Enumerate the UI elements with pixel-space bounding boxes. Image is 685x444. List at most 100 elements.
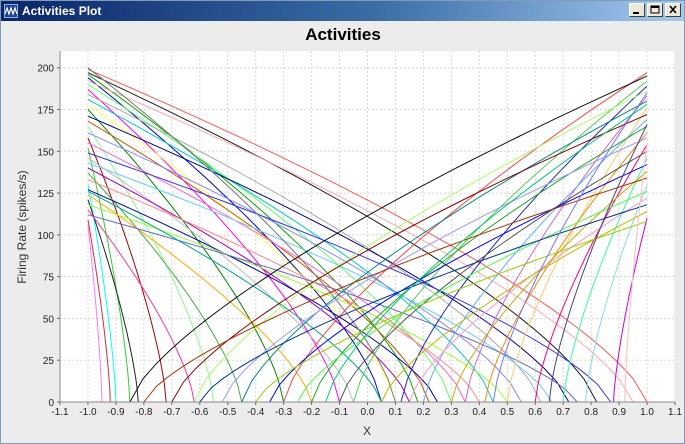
series-group: [87, 67, 648, 403]
series-line-5: [87, 83, 452, 403]
series-line-31: [87, 219, 111, 403]
series-line-1: [87, 72, 598, 403]
x-tick-label: 0.9: [612, 407, 626, 418]
chart-title: Activities: [305, 25, 381, 44]
y-tick-label: 50: [43, 314, 55, 325]
series-line-43: [171, 114, 648, 403]
x-tick-label: -0.6: [191, 407, 209, 418]
series-line-2: [87, 73, 419, 403]
x-tick-label: 0.4: [472, 407, 486, 418]
y-tick-label: 100: [37, 231, 54, 242]
title-bar[interactable]: Activities Plot: [1, 1, 684, 21]
series-line-20: [87, 162, 553, 403]
series-line-25: [87, 189, 438, 403]
y-axis-label: Firing Rate (spikes/s): [15, 170, 29, 283]
series-line-4: [87, 80, 634, 403]
series-line-8: [87, 99, 494, 403]
series-line-60: [255, 221, 648, 403]
x-tick-label: 1.1: [668, 407, 682, 418]
x-axis-label: X: [363, 424, 371, 438]
series-line-33: [87, 224, 103, 403]
x-tick-label: 0.8: [584, 407, 598, 418]
y-tick-label: 150: [37, 147, 54, 158]
series-line-53: [143, 177, 648, 403]
series-line-23: [87, 179, 480, 403]
maximize-icon: [650, 5, 660, 14]
series-line-62: [325, 104, 648, 403]
chart-panel: -1.1 -1.0 -0.9 -0.8 -0.7 -0.6 -0.5 -0.4 -0.3 -0.2…: [1, 21, 684, 443]
series-line-59: [613, 217, 648, 403]
y-tick-label: 75: [43, 273, 55, 284]
x-tick-label: -0.5: [219, 407, 237, 418]
y-tick-label: 25: [43, 356, 55, 367]
series-line-49: [339, 150, 648, 403]
x-tick-label: 0.1: [389, 407, 403, 418]
series-line-18: [87, 152, 612, 403]
x-tick-label: 0.6: [528, 407, 542, 418]
x-tick-label: -0.7: [163, 407, 181, 418]
series-line-48: [534, 144, 648, 403]
series-line-35: [283, 72, 648, 403]
series-line-57: [199, 204, 648, 403]
series-line-52: [450, 170, 648, 403]
series-line-15: [87, 137, 167, 403]
x-tick-label: 0.7: [556, 407, 570, 418]
series-line-27: [87, 199, 139, 403]
x-tick-label: 0.3: [444, 407, 458, 418]
minimize-button[interactable]: [629, 3, 645, 17]
series-line-29: [87, 209, 195, 403]
series-line-36: [129, 75, 648, 403]
series-line-17: [87, 147, 131, 403]
window-controls: [627, 3, 681, 19]
y-tick-label: 200: [37, 64, 54, 75]
x-tick-label: 0.5: [500, 407, 514, 418]
x-tick-label: -0.4: [247, 407, 265, 418]
series-line-40: [464, 95, 648, 403]
maximize-button[interactable]: [647, 3, 663, 17]
series-line-19: [87, 157, 354, 403]
x-tick-label: -0.2: [303, 407, 321, 418]
series-line-61: [492, 92, 648, 403]
series-line-14: [87, 132, 522, 403]
x-tick-label: -1.1: [51, 407, 69, 418]
series-line-58: [381, 211, 648, 403]
x-tick-label: 0.0: [361, 407, 375, 418]
series-line-32: [87, 190, 382, 403]
series-line-64: [624, 142, 648, 403]
series-line-47: [221, 137, 648, 403]
minimize-icon: [633, 12, 639, 14]
series-line-46: [484, 132, 648, 403]
axes: -1.1 -1.0 -0.9 -0.8 -0.7 -0.6 -0.5 -0.4 -0.3 -0.2…: [37, 51, 682, 418]
series-line-63: [548, 124, 648, 403]
series-line-55: [297, 190, 648, 403]
series-line-41: [241, 100, 648, 403]
series-line-34: [87, 67, 396, 403]
series-line-12: [87, 120, 430, 403]
series-line-39: [193, 90, 648, 403]
y-tick-label: 125: [37, 189, 54, 200]
series-line-26: [87, 194, 313, 403]
series-line-38: [400, 85, 648, 403]
window-title: Activities Plot: [22, 4, 102, 18]
x-tick-label: -1.0: [79, 407, 97, 418]
x-tick-label: 1.0: [640, 407, 654, 418]
series-line-30: [87, 214, 578, 403]
series-line-51: [269, 164, 648, 403]
activities-chart: -1.1 -1.0 -0.9 -0.8 -0.7 -0.6 -0.5 -0.4 -0.3 -0.2…: [15, 25, 682, 438]
series-line-50: [562, 157, 648, 403]
x-tick-label: -0.9: [107, 407, 125, 418]
x-tick-label: -0.3: [275, 407, 293, 418]
app-wave-icon: [4, 4, 18, 18]
x-tick-label: -0.8: [135, 407, 153, 418]
x-tick-label: -0.1: [331, 407, 349, 418]
series-line-11: [87, 115, 570, 403]
series-line-0: [87, 68, 648, 403]
close-button[interactable]: [665, 3, 681, 17]
x-tick-label: 0.2: [416, 407, 430, 418]
series-line-54: [585, 184, 648, 403]
y-tick-label: 0: [48, 398, 54, 409]
series-line-24: [87, 184, 117, 403]
y-tick-label: 175: [37, 106, 54, 117]
close-icon: [669, 5, 677, 14]
